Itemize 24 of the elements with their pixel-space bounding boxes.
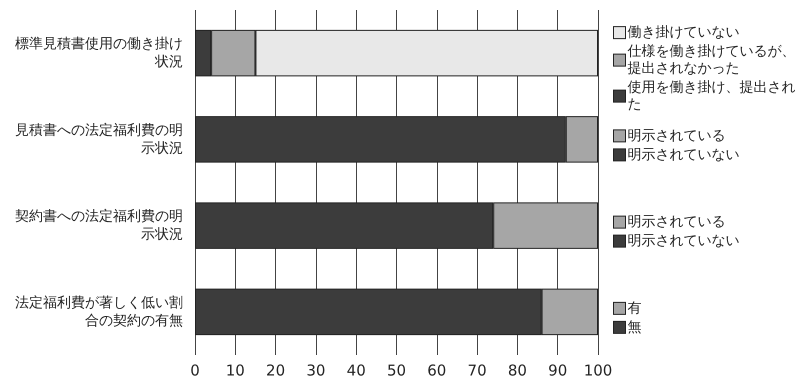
x-tick-label: 10 <box>226 362 245 380</box>
x-tick-label: 40 <box>346 362 366 380</box>
x-tick-label: 90 <box>548 362 568 380</box>
x-tick-label: 100 <box>584 362 612 380</box>
legend-label: 明示されていない <box>628 146 740 163</box>
legend-label: 明示されている <box>628 214 726 230</box>
legend-label: 使用を働き掛け、提出された <box>628 80 796 113</box>
legend-label: 明示されていない <box>628 233 740 250</box>
y-tick-label: 契約書への法定福利費の明示状況 <box>15 208 183 243</box>
legend-label: 明示されている <box>628 128 726 144</box>
x-tick-label: 60 <box>427 362 446 380</box>
x-tick-label: 30 <box>306 362 326 380</box>
legend-label: 働き掛けていない <box>628 24 740 41</box>
legend-label: 無 <box>628 319 642 336</box>
y-tick-label: 法定福利費が著しく低い割合の契約の有無 <box>15 294 183 329</box>
x-tick-label: 50 <box>386 362 406 380</box>
y-tick-label: 見積書への法定福利費の明示状況 <box>15 122 183 156</box>
legend-label: 有 <box>628 300 642 316</box>
x-tick-label: 0 <box>190 362 200 380</box>
x-tick-label: 20 <box>266 362 286 380</box>
legend-label: 仕様を働き掛けているが、提出されなかった <box>626 44 796 77</box>
x-tick-label: 70 <box>468 362 487 380</box>
x-tick-label: 80 <box>508 362 527 380</box>
y-tick-label: 標準見積書使用の働き掛け状況 <box>15 36 183 70</box>
